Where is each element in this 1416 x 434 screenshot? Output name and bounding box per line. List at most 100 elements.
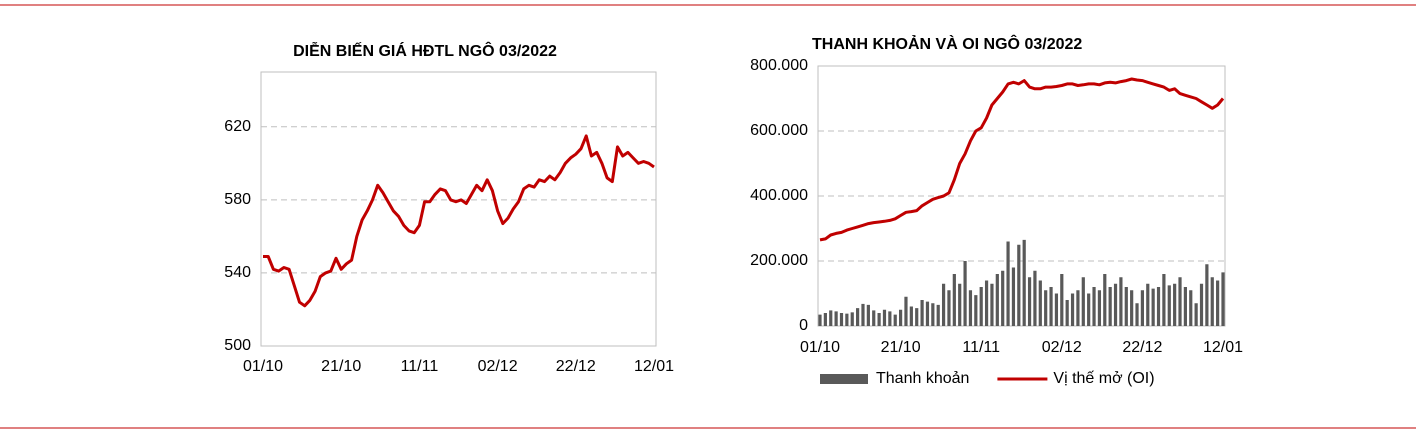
volume-bar (941, 283, 946, 326)
price-line (263, 134, 655, 308)
volume-bar (995, 274, 999, 326)
volume-bar (1194, 303, 1198, 326)
volume-bar (1124, 287, 1128, 326)
x-tick-label: 21/10 (321, 358, 361, 375)
volume-bar (1006, 241, 1010, 326)
y-tick-label: 540 (224, 264, 251, 281)
y-tick-label: 0 (799, 317, 808, 334)
volume-bar (1205, 264, 1209, 326)
volume-bar (899, 309, 903, 326)
volume-bar (925, 301, 930, 326)
volume-bar (1070, 293, 1075, 326)
x-tick-label: 02/12 (1042, 339, 1082, 356)
volume-bar (1054, 293, 1059, 326)
volume-bar (920, 300, 924, 326)
volume-bar (1087, 293, 1091, 326)
volume-bar (861, 303, 865, 326)
volume-bar (1199, 283, 1204, 326)
x-tick-label: 01/10 (243, 358, 283, 375)
y-tick-label: 600.000 (750, 122, 808, 139)
volume-bar (845, 313, 849, 326)
y-tick-label: 620 (224, 118, 251, 135)
volume-bar (1033, 270, 1037, 326)
volume-bar (1092, 287, 1096, 326)
volume-bar (1216, 280, 1220, 326)
x-tick-label: 11/11 (401, 358, 439, 375)
volume-bar (1027, 277, 1032, 326)
x-tick-label: 12/01 (634, 358, 674, 375)
volume-bar (1108, 287, 1112, 326)
volume-bar (1038, 280, 1042, 326)
volume-bar (1001, 270, 1005, 326)
volume-bar (1017, 244, 1021, 326)
chart-title: DIỄN BIẾN GIÁ HĐTL NGÔ 03/2022 (293, 41, 557, 60)
volume-bar (915, 308, 919, 326)
volume-bar (1167, 285, 1171, 326)
volume-bar (1103, 274, 1107, 326)
volume-bar (1210, 277, 1214, 326)
volume-bar (1162, 274, 1166, 326)
x-tick-label: 22/12 (1122, 339, 1162, 356)
volume-bar (1178, 277, 1182, 326)
volume-bar (866, 304, 870, 326)
x-tick-label: 12/01 (1203, 339, 1243, 356)
volume-bar (1065, 300, 1069, 326)
volume-bar (888, 311, 892, 326)
volume-bar (974, 295, 978, 326)
volume-bar (1135, 303, 1139, 326)
volume-bar (1130, 290, 1134, 326)
legend-label: Thanh khoản (876, 370, 969, 387)
volume-bar (1113, 283, 1118, 326)
y-tick-label: 500 (224, 337, 251, 354)
volume-bar (1044, 290, 1048, 326)
volume-bar (958, 283, 962, 326)
volume-bar (1022, 239, 1026, 326)
volume-bar (1156, 287, 1161, 326)
volume-bar (856, 308, 860, 326)
volume-bar (931, 303, 935, 326)
volume-bar (936, 304, 940, 326)
volume-bar (947, 290, 951, 326)
y-tick-label: 800.000 (750, 57, 808, 74)
volume-bar (952, 274, 956, 326)
y-tick-label: 200.000 (750, 252, 808, 269)
x-tick-label: 02/12 (478, 358, 518, 375)
volume-bar (872, 310, 876, 326)
volume-bar (1151, 288, 1155, 326)
volume-bar (1076, 290, 1080, 326)
volume-bar (823, 313, 827, 326)
volume-bar (1173, 283, 1177, 326)
volume-bar (893, 314, 897, 326)
volume-bar (834, 311, 838, 326)
volume-bar (968, 290, 973, 326)
chart-title: THANH KHOẢN VÀ OI NGÔ 03/2022 (812, 34, 1082, 53)
x-tick-label: 22/12 (556, 358, 596, 375)
volume-bar (904, 296, 908, 326)
volume-bar (829, 310, 833, 326)
x-tick-label: 11/11 (962, 339, 1000, 356)
volume-bar (1189, 290, 1193, 326)
legend-label: Vị thế mở (OI) (1053, 370, 1154, 387)
volume-bar (984, 280, 989, 326)
x-tick-label: 01/10 (800, 339, 840, 356)
volume-bar (1049, 287, 1053, 326)
volume-bar (877, 313, 881, 326)
volume-bar (1140, 290, 1144, 326)
volume-bar (882, 309, 887, 326)
volume-bar (909, 306, 913, 326)
volume-bar (1119, 277, 1123, 326)
volume-bar (850, 312, 854, 326)
legend-swatch (820, 374, 868, 384)
y-tick-label: 400.000 (750, 187, 808, 204)
volume-bar (1097, 290, 1102, 326)
volume-bar (818, 314, 822, 326)
x-tick-label: 21/10 (881, 339, 921, 356)
volume-bar (1146, 283, 1150, 326)
volume-bar (963, 261, 967, 326)
volume-bar (1221, 272, 1225, 326)
volume-bar (839, 313, 844, 326)
volume-bar (1081, 277, 1085, 326)
plot-frame (260, 71, 657, 347)
volume-bar (1183, 287, 1187, 326)
